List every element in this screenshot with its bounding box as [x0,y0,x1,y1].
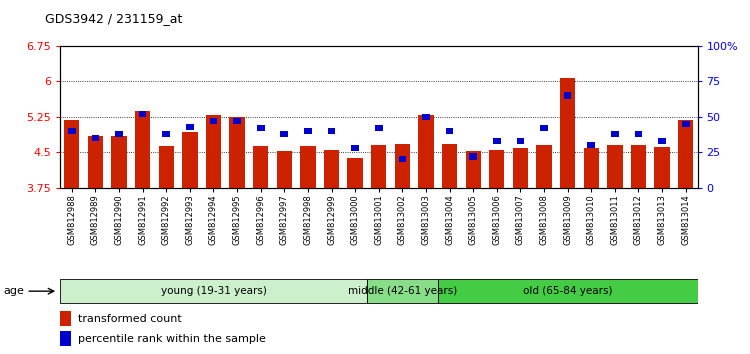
Text: old (65-84 years): old (65-84 years) [523,286,613,296]
Bar [60,311,71,326]
Bar [60,331,71,346]
Bar [324,150,339,188]
Bar [658,138,666,144]
Bar [163,131,170,137]
Bar [116,131,123,137]
Bar [158,146,174,188]
Bar [587,142,595,148]
Bar [277,151,292,188]
Bar [210,118,218,124]
Bar [470,153,477,160]
Bar [60,279,367,303]
Bar [682,121,689,127]
Bar [139,111,146,117]
Bar [631,145,646,188]
Bar [584,148,599,188]
Bar [466,151,481,188]
Bar [398,156,406,162]
Bar [111,136,127,188]
Bar [186,124,194,130]
Bar [375,125,382,131]
Bar [347,158,363,188]
Bar [438,279,698,303]
Bar [371,145,386,188]
Bar [182,132,197,188]
Bar [253,146,268,188]
Bar [564,92,572,99]
Text: age: age [4,286,25,296]
Bar [446,128,454,134]
Bar [560,78,575,188]
Bar [536,145,552,188]
Bar [540,125,548,131]
Bar [608,145,622,188]
Bar [442,144,458,188]
Bar [92,135,99,141]
Bar [611,131,619,137]
Text: transformed count: transformed count [78,314,182,324]
Bar [206,115,221,188]
Bar [489,150,505,188]
Bar [230,117,244,188]
Bar [655,147,670,188]
Bar [419,115,434,188]
Text: middle (42-61 years): middle (42-61 years) [348,286,457,296]
Text: GDS3942 / 231159_at: GDS3942 / 231159_at [45,12,182,25]
Bar [493,138,501,144]
Bar [300,146,316,188]
Bar [256,125,265,131]
Text: young (19-31 years): young (19-31 years) [160,286,266,296]
Bar [328,128,335,134]
Bar [135,111,150,188]
Bar [367,279,438,303]
Bar [88,136,103,188]
Bar [513,148,528,188]
Bar [422,114,430,120]
Bar [304,128,312,134]
Bar [64,120,80,188]
Bar [517,138,524,144]
Bar [233,118,241,124]
Text: percentile rank within the sample: percentile rank within the sample [78,334,266,344]
Bar [678,120,693,188]
Bar [351,145,359,151]
Bar [394,144,410,188]
Bar [68,128,76,134]
Bar [634,131,642,137]
Bar [280,131,288,137]
